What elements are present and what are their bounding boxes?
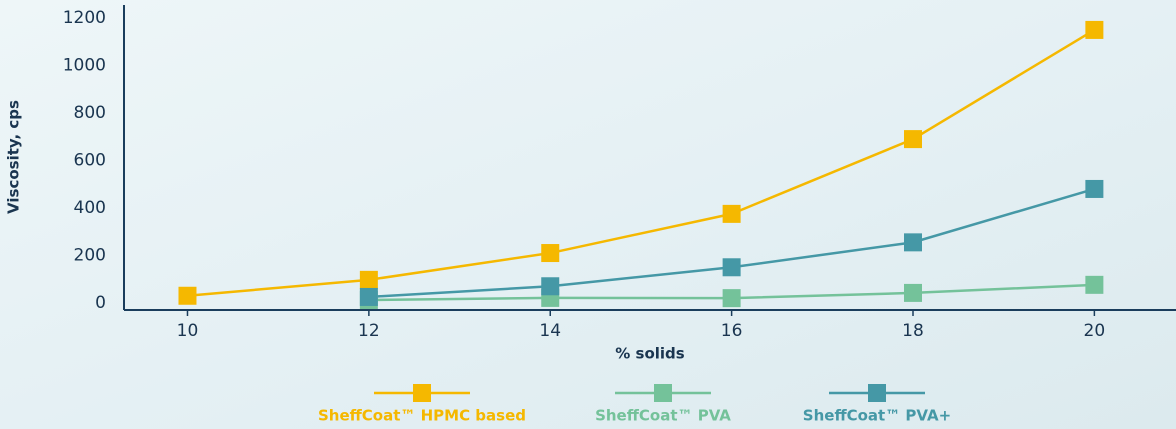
legend-label: SheffCoat™ HPMC based bbox=[318, 407, 526, 425]
data-point bbox=[541, 277, 560, 296]
x-tick-label: 10 bbox=[177, 321, 199, 341]
data-point bbox=[722, 289, 741, 308]
legend-marker bbox=[413, 384, 431, 402]
legend-marker bbox=[868, 384, 886, 402]
y-axis-label: Viscosity, cps bbox=[5, 100, 23, 214]
x-tick-label: 20 bbox=[1084, 321, 1106, 341]
data-point bbox=[722, 258, 741, 277]
data-point bbox=[359, 270, 378, 289]
legend-marker bbox=[654, 384, 672, 402]
y-tick-label: 0 bbox=[95, 293, 106, 313]
data-point bbox=[904, 233, 922, 252]
legend-label: SheffCoat™ PVA+ bbox=[803, 407, 951, 425]
data-point bbox=[904, 130, 922, 149]
y-tick-label: 800 bbox=[74, 103, 106, 123]
data-point bbox=[722, 204, 741, 223]
x-tick-label: 18 bbox=[902, 321, 924, 341]
data-point bbox=[1085, 20, 1104, 39]
data-point bbox=[178, 286, 197, 305]
data-point bbox=[904, 283, 922, 302]
y-tick-label: 200 bbox=[74, 245, 106, 265]
y-tick-label: 600 bbox=[74, 150, 106, 170]
y-tick-label: 1200 bbox=[63, 8, 106, 28]
data-point bbox=[1085, 179, 1104, 198]
data-point bbox=[359, 287, 378, 306]
x-tick-label: 16 bbox=[721, 321, 743, 341]
data-point bbox=[1085, 275, 1104, 294]
x-tick-label: 14 bbox=[539, 321, 561, 341]
x-tick-label: 12 bbox=[358, 321, 380, 341]
y-tick-label: 1000 bbox=[63, 56, 106, 76]
x-axis-label: % solids bbox=[615, 345, 685, 363]
legend-label: SheffCoat™ PVA bbox=[595, 407, 731, 425]
data-point bbox=[541, 244, 560, 263]
y-tick-label: 400 bbox=[74, 198, 106, 218]
series-line bbox=[187, 28, 1096, 298]
